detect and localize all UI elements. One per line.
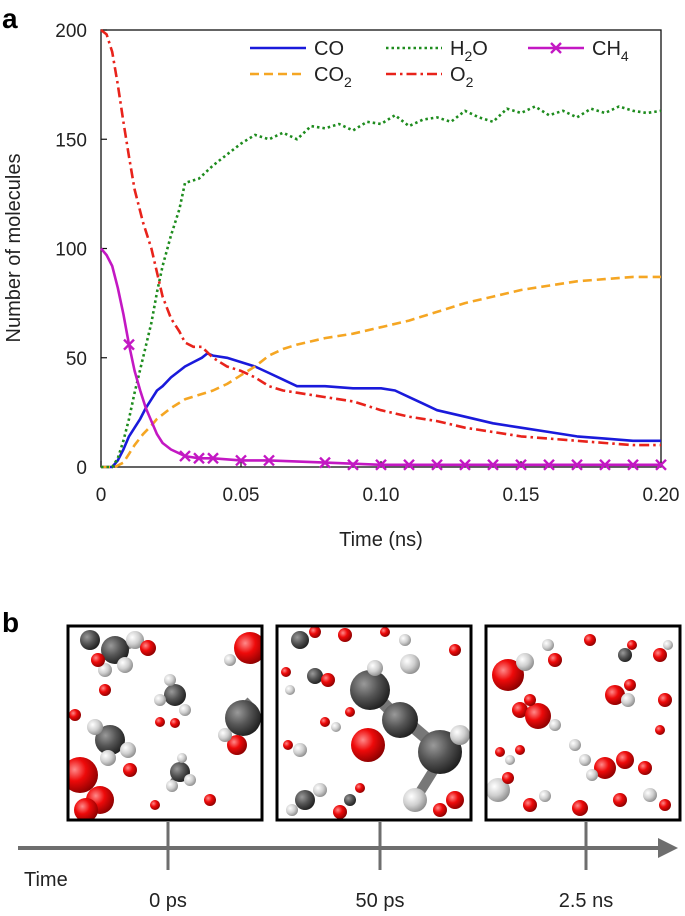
legend-label-co: CO [314,38,344,60]
marker-ch4 [123,338,135,351]
line-chart: 0 0.05 0.10 0.15 0.20 0 50 100 150 200 Time (ns)… [3,21,679,551]
marker-ch4 [319,456,331,469]
marker-ch4 [487,458,499,471]
snapshot-frame-2-5ns [484,624,682,822]
x-tick-label: 0.10 [363,485,400,506]
marker-ch4 [599,458,611,471]
legend-label-o2: O2 [450,64,474,90]
marker-ch4 [403,458,415,471]
marker-ch4 [235,454,247,467]
x-tick-label: 0 [96,485,107,506]
y-tick-label: 50 [66,349,87,370]
series-line-co2 [101,275,661,469]
snapshot-molecules-2-5ns [486,634,673,816]
x-axis-ticks: 0 0.05 0.10 0.15 0.20 [96,461,680,506]
marker-ch4 [627,458,639,471]
marker-ch4 [263,454,275,467]
y-tick-label: 100 [55,240,87,261]
series-layer [100,28,667,471]
marker-ch4 [179,450,191,462]
marker-ch4 [459,458,471,471]
y-axis-ticks: 0 50 100 150 200 [55,21,107,479]
marker-ch4 [207,452,219,465]
panel-label-a: a [2,3,18,34]
y-tick-label: 200 [55,21,87,42]
panel-label-b: b [2,607,19,638]
marker-ch4 [375,458,387,471]
x-tick-label: 0.20 [643,485,680,506]
legend-label-co2: CO2 [314,64,352,90]
marker-ch4 [347,458,359,471]
legend-marker-ch4 [550,42,562,54]
legend-label-h2o: H2O [450,38,488,64]
snapshot-molecules-0ps [68,630,262,820]
plot-frame [100,29,662,468]
x-tick-label: 0.15 [503,485,540,506]
x-tick-label: 0.05 [223,485,260,506]
timeline-arrow [18,822,678,870]
y-tick-label: 0 [76,458,87,479]
y-tick-label: 150 [55,130,87,151]
x-axis-title: Time (ns) [339,529,423,551]
marker-ch4 [431,458,443,471]
marker-ch4 [193,452,205,465]
series-line-h2o [101,105,662,469]
snapshot-frame-50ps [275,624,473,822]
series-line-o2 [100,28,661,447]
snapshot-label-50ps: 50 ps [356,890,405,912]
marker-ch4 [571,458,583,471]
legend-label-ch4: CH4 [592,38,629,64]
marker-ch4 [515,458,527,471]
marker-ch4 [543,458,555,471]
series-line-co [101,352,661,469]
marker-ch4 [655,458,667,471]
snapshot-frame-0ps [66,624,264,822]
timeline-label: Time [24,869,68,891]
snapshot-panel: Time 0 ps 50 ps 2.5 ns [18,624,682,912]
snapshot-molecules-50ps [281,626,470,819]
snapshot-label-2-5ns: 2.5 ns [559,890,613,912]
snapshot-label-0ps: 0 ps [149,890,187,912]
y-axis-title: Number of molecules [3,154,25,343]
